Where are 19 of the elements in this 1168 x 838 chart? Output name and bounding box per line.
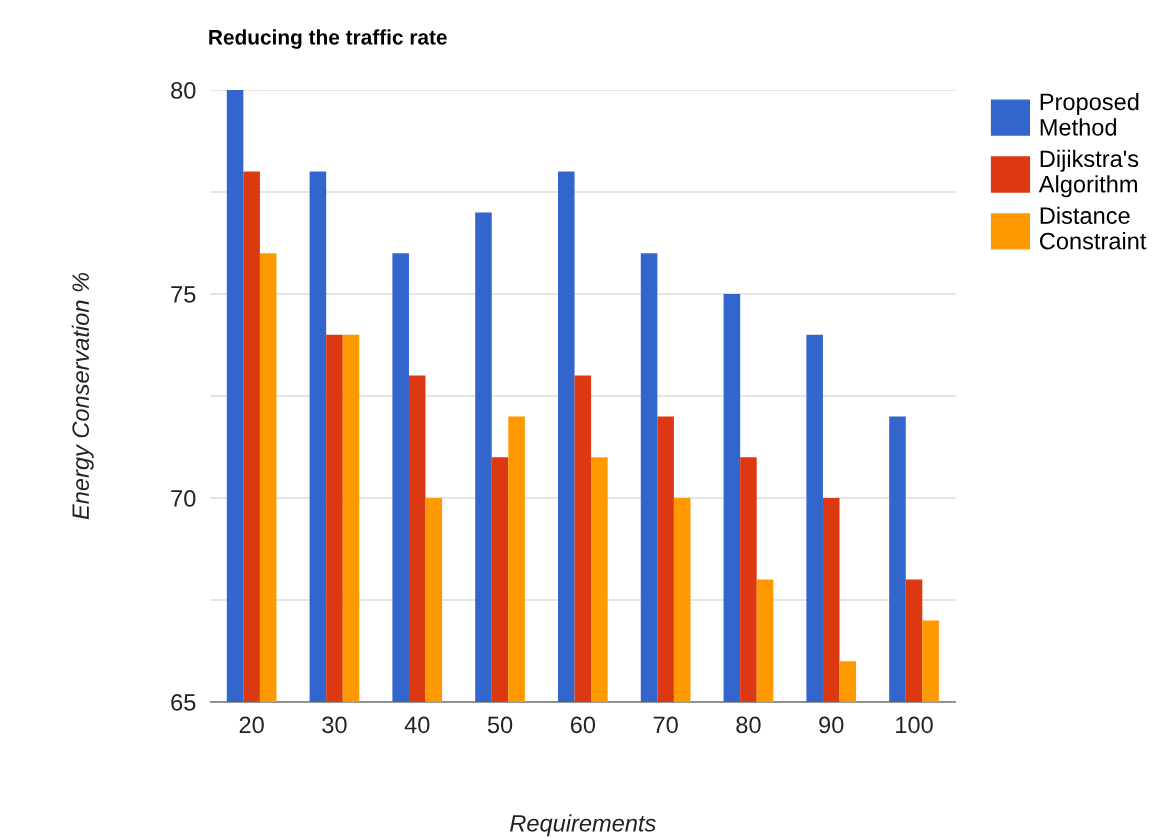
x-tick-label: 20 — [239, 716, 264, 734]
x-tick-label: 100 — [896, 716, 933, 734]
y-tick-label: 75 — [171, 286, 196, 303]
y-tick-label: 70 — [171, 490, 196, 507]
x-tick-label: 80 — [736, 716, 761, 734]
x-tick-label: 90 — [819, 716, 844, 734]
x-tick-label: 70 — [653, 716, 678, 734]
chart-title: Reducing the traffic rate — [209, 29, 447, 49]
x-tick-label: 40 — [404, 716, 430, 734]
legend-label: Distance Constraint — [1040, 206, 1147, 250]
legend-label: Dijikstra's Algorithm — [1038, 149, 1139, 198]
x-tick-label: 30 — [322, 716, 347, 734]
y-axis-title: Energy Conservation % — [71, 272, 94, 520]
y-tick-label: 80 — [171, 82, 196, 99]
y-tick-label: 65 — [171, 694, 196, 711]
x-tick-label: 60 — [570, 716, 596, 734]
legend-label: Proposed Method — [1040, 92, 1139, 136]
x-tick-label: 50 — [487, 716, 513, 734]
x-axis-title: Requirements — [510, 814, 656, 837]
